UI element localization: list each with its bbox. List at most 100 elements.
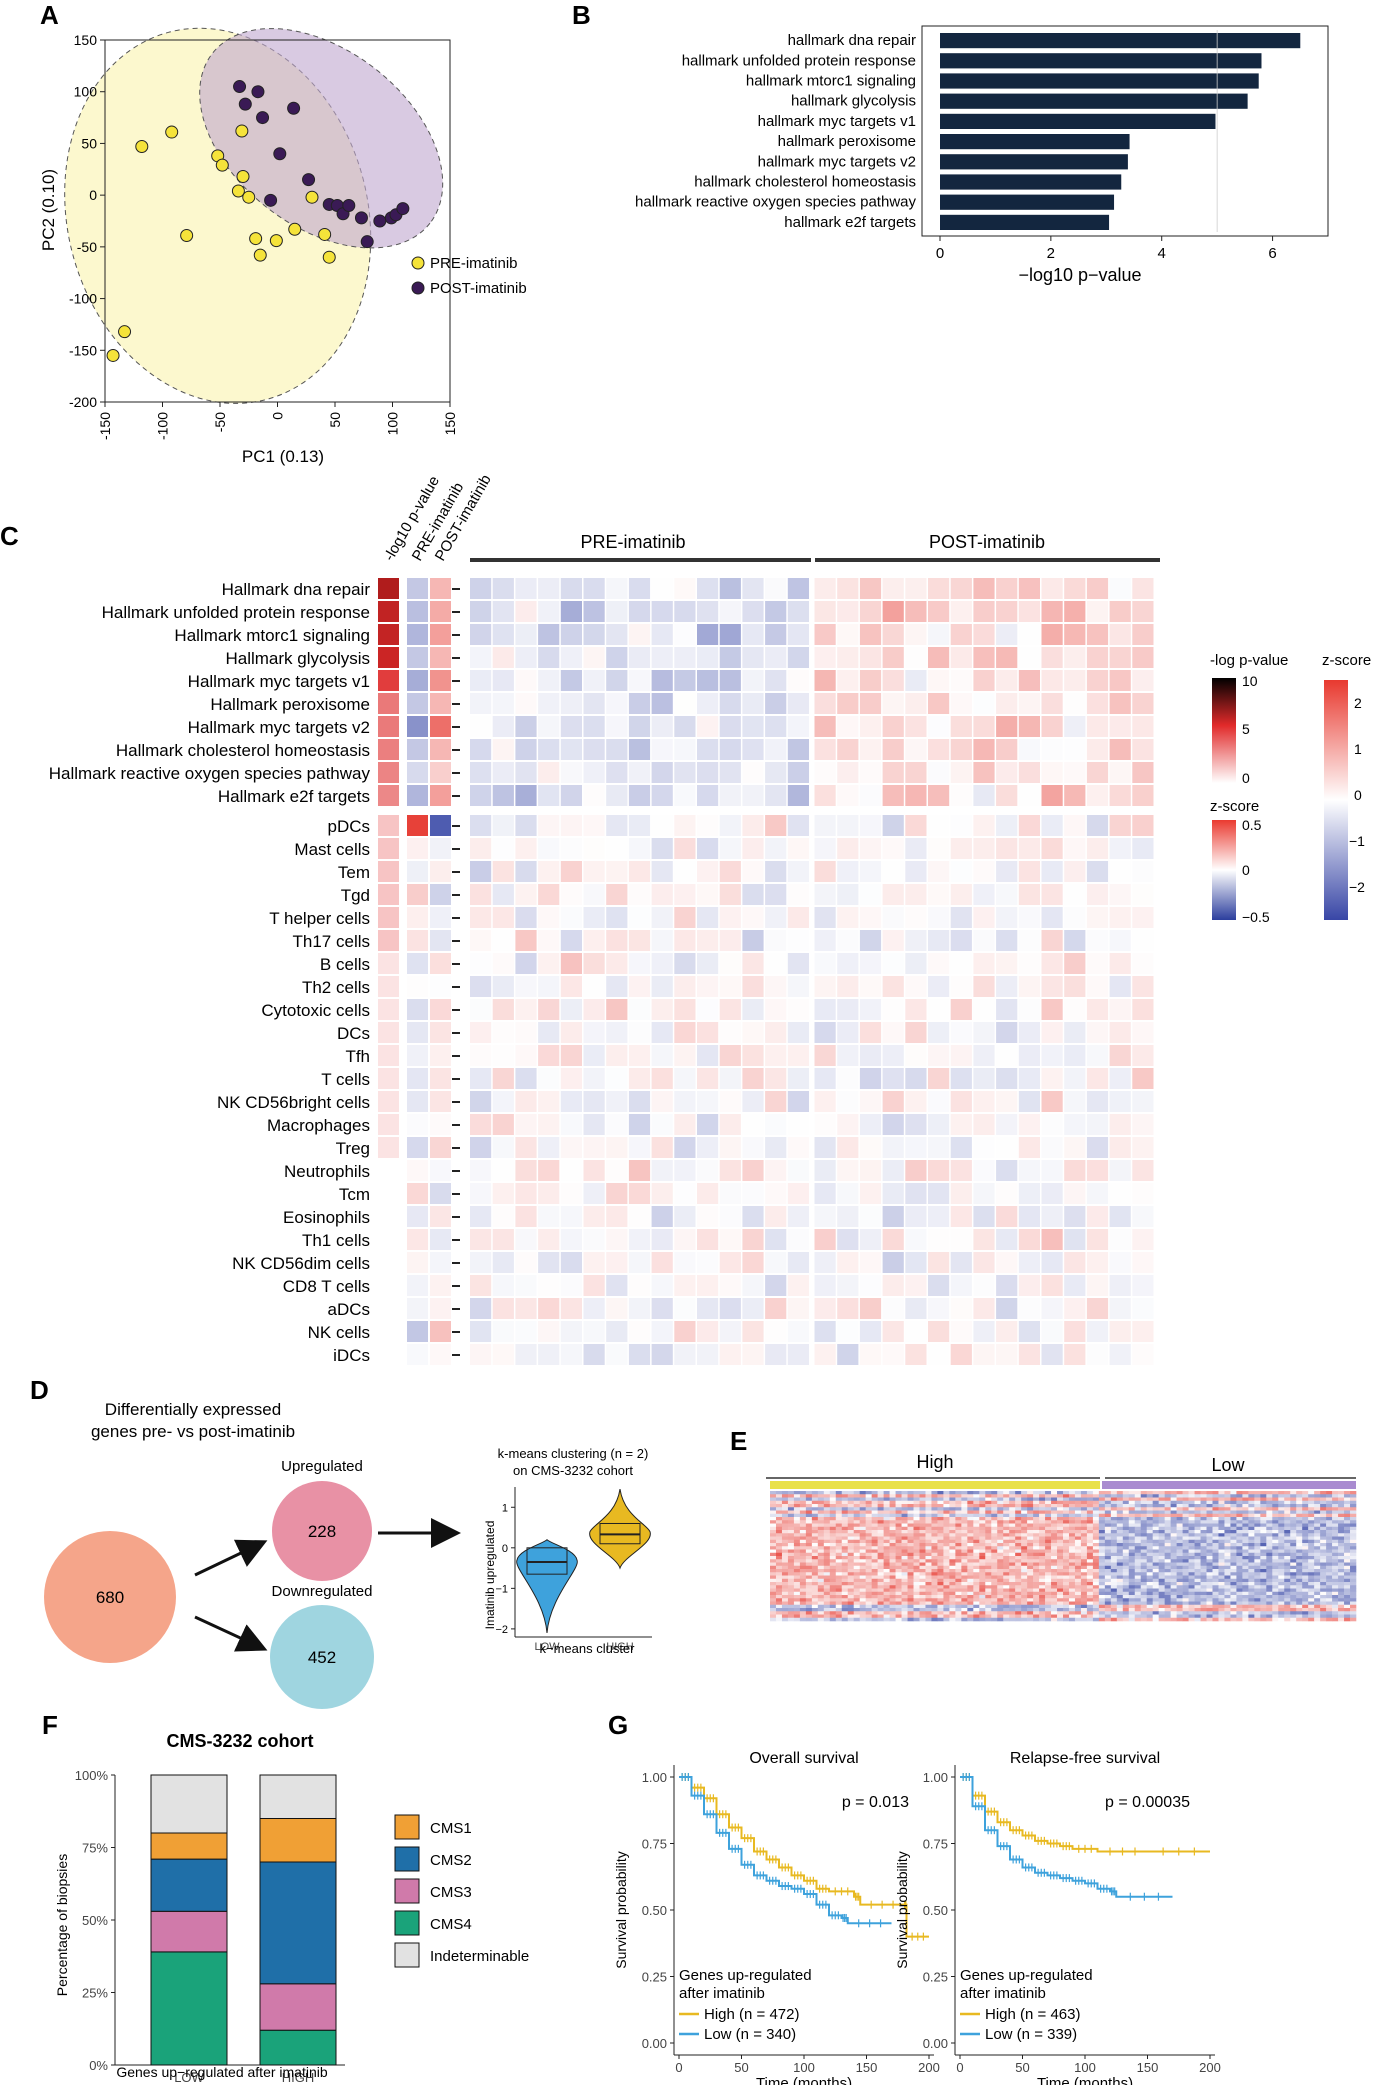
expression-cell — [884, 1543, 890, 1547]
category-label: hallmark e2f targets — [784, 214, 916, 231]
expression-cell — [1021, 1550, 1027, 1554]
expression-cell — [1033, 1507, 1039, 1511]
post-point — [397, 203, 409, 215]
expression-cell — [925, 1504, 931, 1508]
heatmap-cell — [470, 1160, 491, 1181]
expression-cell — [794, 1605, 800, 1609]
expression-cell — [1284, 1527, 1290, 1531]
heatmap-cell — [584, 884, 605, 905]
heatmap-cell — [996, 1206, 1017, 1227]
expression-cell — [1135, 1569, 1141, 1573]
heatmap-cell — [1110, 1160, 1131, 1181]
heatmap-cell — [1132, 785, 1153, 806]
expression-cell — [896, 1566, 902, 1570]
row-dash — [452, 611, 460, 613]
expression-cell — [1105, 1579, 1111, 1583]
expression-cell — [1350, 1595, 1356, 1599]
expression-cell — [1159, 1524, 1165, 1528]
heatmap-cell — [996, 670, 1017, 691]
expression-cell — [1290, 1589, 1296, 1593]
expression-cell — [1332, 1501, 1338, 1505]
heatmap-cell — [1132, 1229, 1153, 1250]
expression-cell — [1003, 1608, 1009, 1612]
expression-cell — [854, 1563, 860, 1567]
expression-cell — [1207, 1563, 1213, 1567]
heatmap-cell — [742, 1229, 763, 1250]
expression-cell — [943, 1585, 949, 1589]
expression-cell — [1296, 1546, 1302, 1550]
expression-cell — [1224, 1504, 1230, 1508]
expression-cell — [1123, 1491, 1129, 1495]
violin-y-label: Imatinib upregulated — [483, 1521, 497, 1630]
expression-cell — [890, 1491, 896, 1495]
expression-cell — [1207, 1572, 1213, 1576]
expression-cell — [967, 1563, 973, 1567]
expression-cell — [818, 1511, 824, 1515]
heatmap-cell — [674, 1344, 695, 1365]
post-mean-cell — [430, 1068, 451, 1089]
expression-cell — [1033, 1511, 1039, 1515]
heatmap-cell — [697, 739, 718, 760]
expression-cell — [949, 1585, 955, 1589]
expression-cell — [1314, 1582, 1320, 1586]
expression-cell — [1242, 1582, 1248, 1586]
expression-cell — [872, 1546, 878, 1550]
heatmap-cell — [765, 1229, 786, 1250]
expression-cell — [1314, 1598, 1320, 1602]
expression-cell — [836, 1520, 842, 1524]
pvalue-cell — [378, 861, 399, 882]
heatmap-cell — [996, 1321, 1017, 1342]
expression-cell — [896, 1605, 902, 1609]
expression-cell — [1051, 1563, 1057, 1567]
heatmap-cell — [837, 1321, 858, 1342]
expression-cell — [1159, 1579, 1165, 1583]
heatmap-cell — [697, 1068, 718, 1089]
expression-cell — [1224, 1498, 1230, 1502]
expression-cell — [1183, 1524, 1189, 1528]
expression-cell — [1093, 1566, 1099, 1570]
expression-cell — [1105, 1595, 1111, 1599]
heatmap-cell — [470, 1114, 491, 1135]
heatmap-cell — [1019, 1275, 1040, 1296]
expression-cell — [1135, 1566, 1141, 1570]
expression-cell — [890, 1595, 896, 1599]
expression-cell — [1033, 1524, 1039, 1528]
expression-cell — [806, 1491, 812, 1495]
expression-cell — [985, 1563, 991, 1567]
heatmap-cell — [515, 1298, 536, 1319]
heatmap-cell — [493, 1229, 514, 1250]
expression-cell — [997, 1595, 1003, 1599]
pvalue-cell — [378, 785, 399, 806]
expression-cell — [967, 1589, 973, 1593]
expression-cell — [1254, 1498, 1260, 1502]
expression-cell — [1153, 1589, 1159, 1593]
expression-cell — [1314, 1602, 1320, 1606]
expression-cell — [854, 1530, 860, 1534]
heatmap-cell — [1132, 976, 1153, 997]
expression-cell — [848, 1576, 854, 1580]
expression-cell — [872, 1550, 878, 1554]
expression-cell — [1183, 1553, 1189, 1557]
heatmap-cell — [584, 1206, 605, 1227]
expression-cell — [1171, 1598, 1177, 1602]
heatmap-cell — [996, 1137, 1017, 1158]
expression-cell — [1183, 1537, 1189, 1541]
expression-cell — [1284, 1524, 1290, 1528]
expression-cell — [812, 1598, 818, 1602]
heatmap-cell — [973, 1114, 994, 1135]
expression-cell — [937, 1566, 943, 1570]
expression-cell — [925, 1566, 931, 1570]
expression-cell — [1051, 1556, 1057, 1560]
heatmap-cell — [470, 930, 491, 951]
expression-cell — [1308, 1520, 1314, 1524]
expression-cell — [1207, 1602, 1213, 1606]
expression-cell — [967, 1556, 973, 1560]
heatmap-cell — [1042, 1068, 1063, 1089]
expression-cell — [848, 1585, 854, 1589]
heatmap-cell — [720, 1275, 741, 1296]
heatmap-cell — [561, 1045, 582, 1066]
expression-cell — [1278, 1605, 1284, 1609]
expression-cell — [1015, 1592, 1021, 1596]
expression-cell — [884, 1602, 890, 1606]
expression-cell — [776, 1517, 782, 1521]
